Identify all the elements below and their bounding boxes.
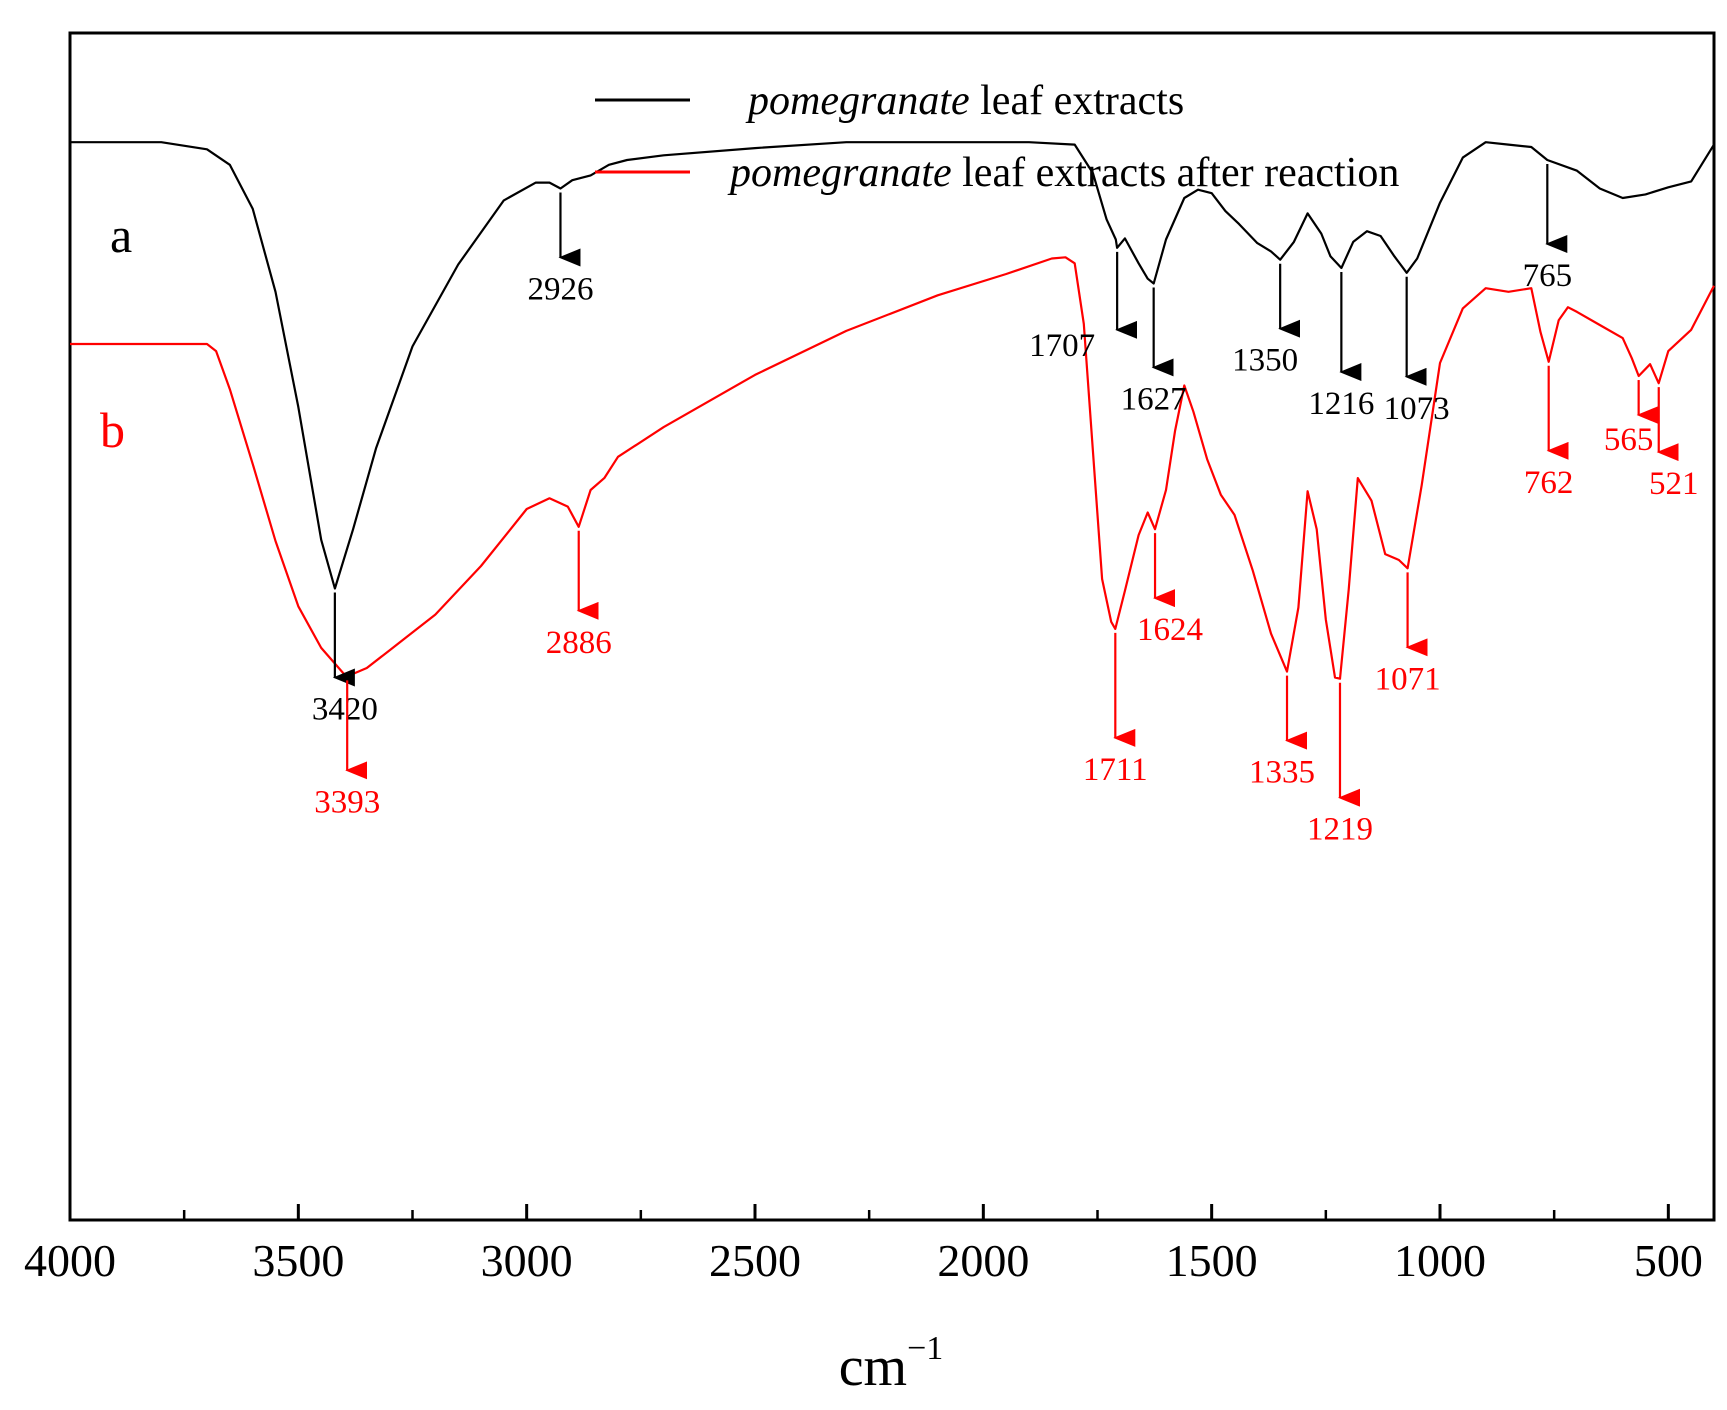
- x-tick-label: 1500: [1166, 1235, 1258, 1286]
- peak-label: 1707: [1029, 328, 1095, 364]
- peak-label: 565: [1604, 422, 1654, 458]
- peak-label: 2886: [546, 625, 612, 661]
- peak-label: 1335: [1249, 755, 1315, 791]
- peak-label: 1711: [1083, 752, 1148, 788]
- peak-label: 1219: [1307, 812, 1373, 848]
- x-tick-label: 2000: [937, 1235, 1029, 1286]
- legend-entry: pomegranate leaf extracts after reaction: [727, 150, 1399, 196]
- peak-label: 1350: [1232, 343, 1298, 379]
- x-tick-label: 500: [1634, 1235, 1703, 1286]
- series-letter-a: a: [110, 207, 132, 263]
- peak-label: 521: [1649, 466, 1699, 502]
- peak-label: 2926: [527, 271, 593, 307]
- series-letter-b: b: [100, 402, 125, 458]
- peak-label: 3393: [314, 784, 380, 820]
- series-letters: ab: [100, 207, 132, 458]
- plot-frame: [68, 31, 1716, 1222]
- peak-label: 1216: [1308, 386, 1374, 422]
- x-tick-label: 3500: [252, 1235, 344, 1286]
- peak-label: 1073: [1384, 391, 1450, 427]
- x-tick-label: 4000: [24, 1235, 116, 1286]
- x-tick-label: 1000: [1394, 1235, 1486, 1286]
- x-tick-label: 2500: [709, 1235, 801, 1286]
- peak-label: 762: [1524, 465, 1574, 501]
- x-axis-ticks: 4000 3500 3000 2500 2000 1500 1000 500: [24, 1204, 1703, 1286]
- series-layer: [70, 141, 1715, 680]
- x-tick-label: 3000: [481, 1235, 573, 1286]
- peak-label: 1627: [1121, 381, 1187, 417]
- peak-annotations: 3420 2926 1707 1627 1350 1216 1073 765 3393 2886 1…: [312, 164, 1699, 848]
- peak-label: 765: [1523, 258, 1573, 294]
- legend: pomegranate leaf extracts pomegranate lea…: [595, 78, 1399, 196]
- series-a-line: [70, 141, 1715, 590]
- x-axis-title: cm−1: [839, 1330, 944, 1398]
- legend-entry: pomegranate leaf extracts: [745, 78, 1184, 124]
- peak-label: 1624: [1137, 612, 1203, 648]
- peak-label: 1071: [1375, 661, 1441, 697]
- peak-label: 3420: [312, 692, 378, 728]
- series-b-line: [70, 256, 1715, 680]
